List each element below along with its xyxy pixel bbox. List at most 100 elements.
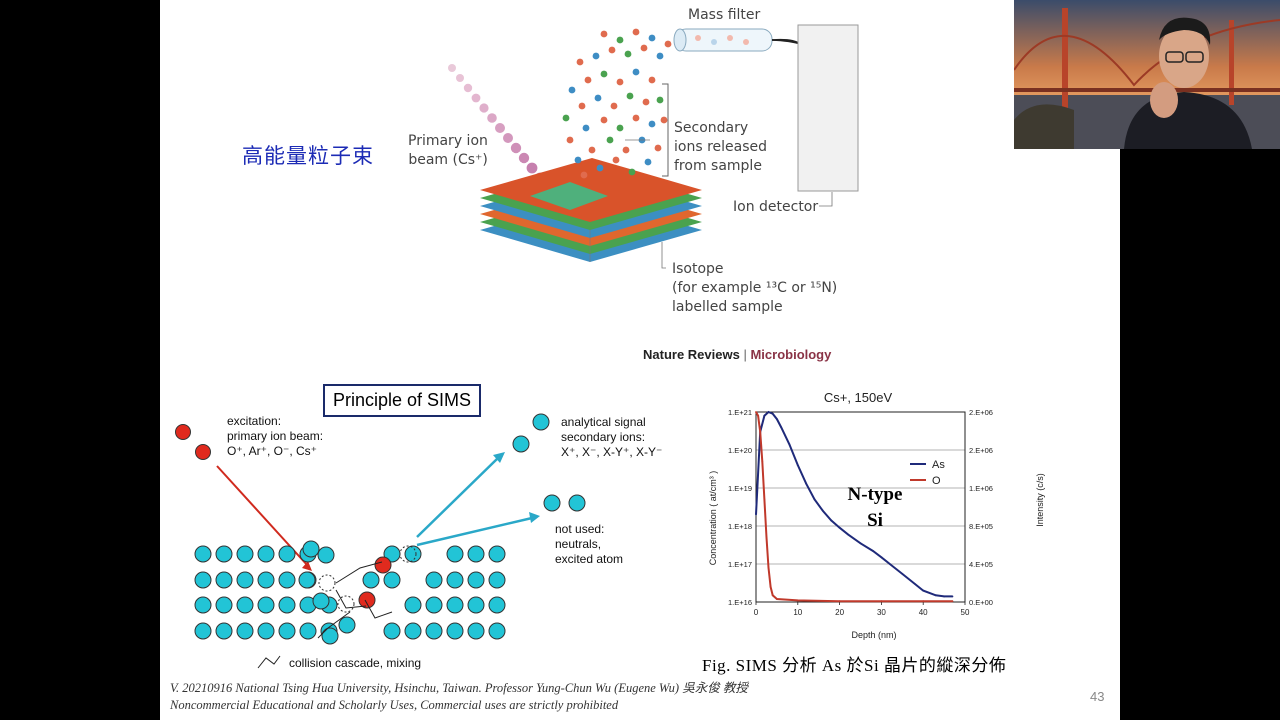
slide: 高能量粒子束 Mass filter Primary ion beam (Cs⁺… (160, 0, 1120, 720)
chart-ticks: 1.E+16 1.E+17 1.E+18 1.E+19 1.E+20 1.E+21 0.E+… (728, 408, 993, 617)
data-point-O (763, 498, 766, 501)
lattice-atom (321, 627, 339, 645)
excitation-line1: excitation: (227, 414, 282, 428)
lattice-atom (236, 622, 254, 640)
lattice-atom (215, 545, 233, 563)
lattice-atom (467, 622, 485, 640)
primary-ion-atom (175, 424, 191, 440)
y2-tick-label: 2.E+06 (969, 446, 993, 455)
data-point-As (901, 572, 904, 575)
data-point-As (859, 542, 862, 545)
presenter-video-feed (1014, 0, 1280, 149)
data-point-As (880, 556, 883, 559)
lattice-atom (278, 596, 296, 614)
data-point-O (951, 600, 954, 603)
slide-footer: V. 20210916 National Tsing Hua Universit… (170, 680, 748, 714)
analytical-line2: secondary ions: (561, 430, 646, 444)
analytical-line3: X⁺, X⁻, X-Y⁺, X-Y⁻ (561, 445, 663, 459)
lattice-atom (404, 545, 422, 563)
data-point-As (805, 482, 808, 485)
data-point-As (934, 594, 937, 597)
data-point-As (821, 509, 824, 512)
lattice-atom (194, 545, 212, 563)
x-tick-label: 10 (793, 608, 802, 617)
lattice-atom (278, 571, 296, 589)
data-point-As (838, 526, 841, 529)
data-point-As (913, 582, 916, 585)
y-tick-label: 1.E+19 (728, 484, 752, 493)
lattice-atom (399, 545, 417, 563)
secondary-bracket (662, 83, 669, 177)
data-point-As (813, 498, 816, 501)
depth-profile-chart: Cs+, 150eV 1.E+16 1.E+17 1.E+18 1.E+19 1.E+2… (708, 390, 1045, 640)
lattice-atom (446, 596, 464, 614)
y-tick-label: 1.E+20 (728, 446, 752, 455)
primary-ion-atom (195, 444, 211, 460)
data-point-As (888, 563, 891, 565)
secondary-line2: ions released (674, 139, 768, 155)
data-point-O (922, 600, 925, 603)
source-journal: Nature Reviews (643, 347, 740, 362)
mass-filter-tube (673, 28, 773, 52)
chart-series (755, 410, 954, 603)
red-ion-atom (358, 591, 376, 609)
data-point-O (796, 599, 799, 602)
footer-line1: V. 20210916 National Tsing Hua Universit… (170, 681, 748, 695)
legend-label-As: As (932, 459, 945, 471)
collision-cascade-arrows (317, 561, 393, 639)
layered-sample-block (480, 158, 702, 262)
isotope-label: Isotope (for example ¹³C or ¹⁵N) labelle… (672, 260, 837, 317)
lattice-atom (215, 622, 233, 640)
sims-schematic (448, 24, 859, 269)
data-point-O (880, 600, 883, 603)
primary-ion-line1: Primary ion (408, 133, 488, 149)
lattice-atom (236, 571, 254, 589)
cascade-label: collision cascade, mixing (289, 656, 422, 670)
ntype-annotation: N-type Si (830, 482, 920, 534)
lattice-atom (425, 571, 443, 589)
y-tick-label: 1.E+21 (728, 408, 752, 417)
y2-tick-label: 4.E+05 (969, 560, 993, 569)
data-point-O (769, 585, 772, 588)
secondary-ion-arrow (416, 457, 499, 538)
y2-tick-label: 2.E+06 (969, 408, 993, 417)
x-tick-label: 0 (754, 608, 759, 617)
page-number: 43 (1090, 689, 1105, 704)
lattice-atom (215, 596, 233, 614)
mass-filter-label: Mass filter (688, 7, 761, 23)
y-tick-label: 1.E+16 (728, 598, 752, 607)
x-tick-label: 30 (877, 608, 886, 617)
lattice-atom (488, 571, 506, 589)
legend-label-O: O (932, 475, 941, 487)
lattice-atom (215, 571, 233, 589)
cascade-legend-icon (257, 655, 281, 669)
x-tick-label: 20 (835, 608, 844, 617)
primary-ion-line2: beam (Cs⁺) (408, 152, 488, 168)
ion-detector-cylinder (797, 24, 859, 192)
presenter-face (1159, 24, 1209, 88)
lattice-atom (236, 545, 254, 563)
lattice-atom (257, 571, 275, 589)
data-point-O (755, 411, 757, 413)
data-point-As (755, 513, 757, 516)
data-point-O (776, 598, 778, 600)
secondary-line3: from sample (674, 158, 762, 174)
neutral-arrow (416, 516, 533, 547)
lattice-atom (425, 622, 443, 640)
y2-tick-label: 8.E+05 (969, 522, 993, 531)
chart-legend: As O (910, 459, 945, 487)
secondary-label: Secondary ions released from sample (674, 119, 767, 176)
lattice-atom (236, 596, 254, 614)
source-separator: | (743, 347, 747, 362)
ion-detector-label: Ion detector (733, 199, 819, 215)
data-point-As (796, 464, 799, 467)
lattice-atom (446, 622, 464, 640)
lattice-atom (312, 592, 330, 610)
secondary-line1: Secondary (674, 120, 749, 136)
lattice-atom (278, 622, 296, 640)
webcam-scene (1014, 0, 1280, 149)
chart-title: Cs+, 150eV (824, 390, 893, 405)
lattice-atom (467, 596, 485, 614)
lattice-atom (404, 596, 422, 614)
excitation-line2: primary ion beam: (227, 429, 324, 443)
